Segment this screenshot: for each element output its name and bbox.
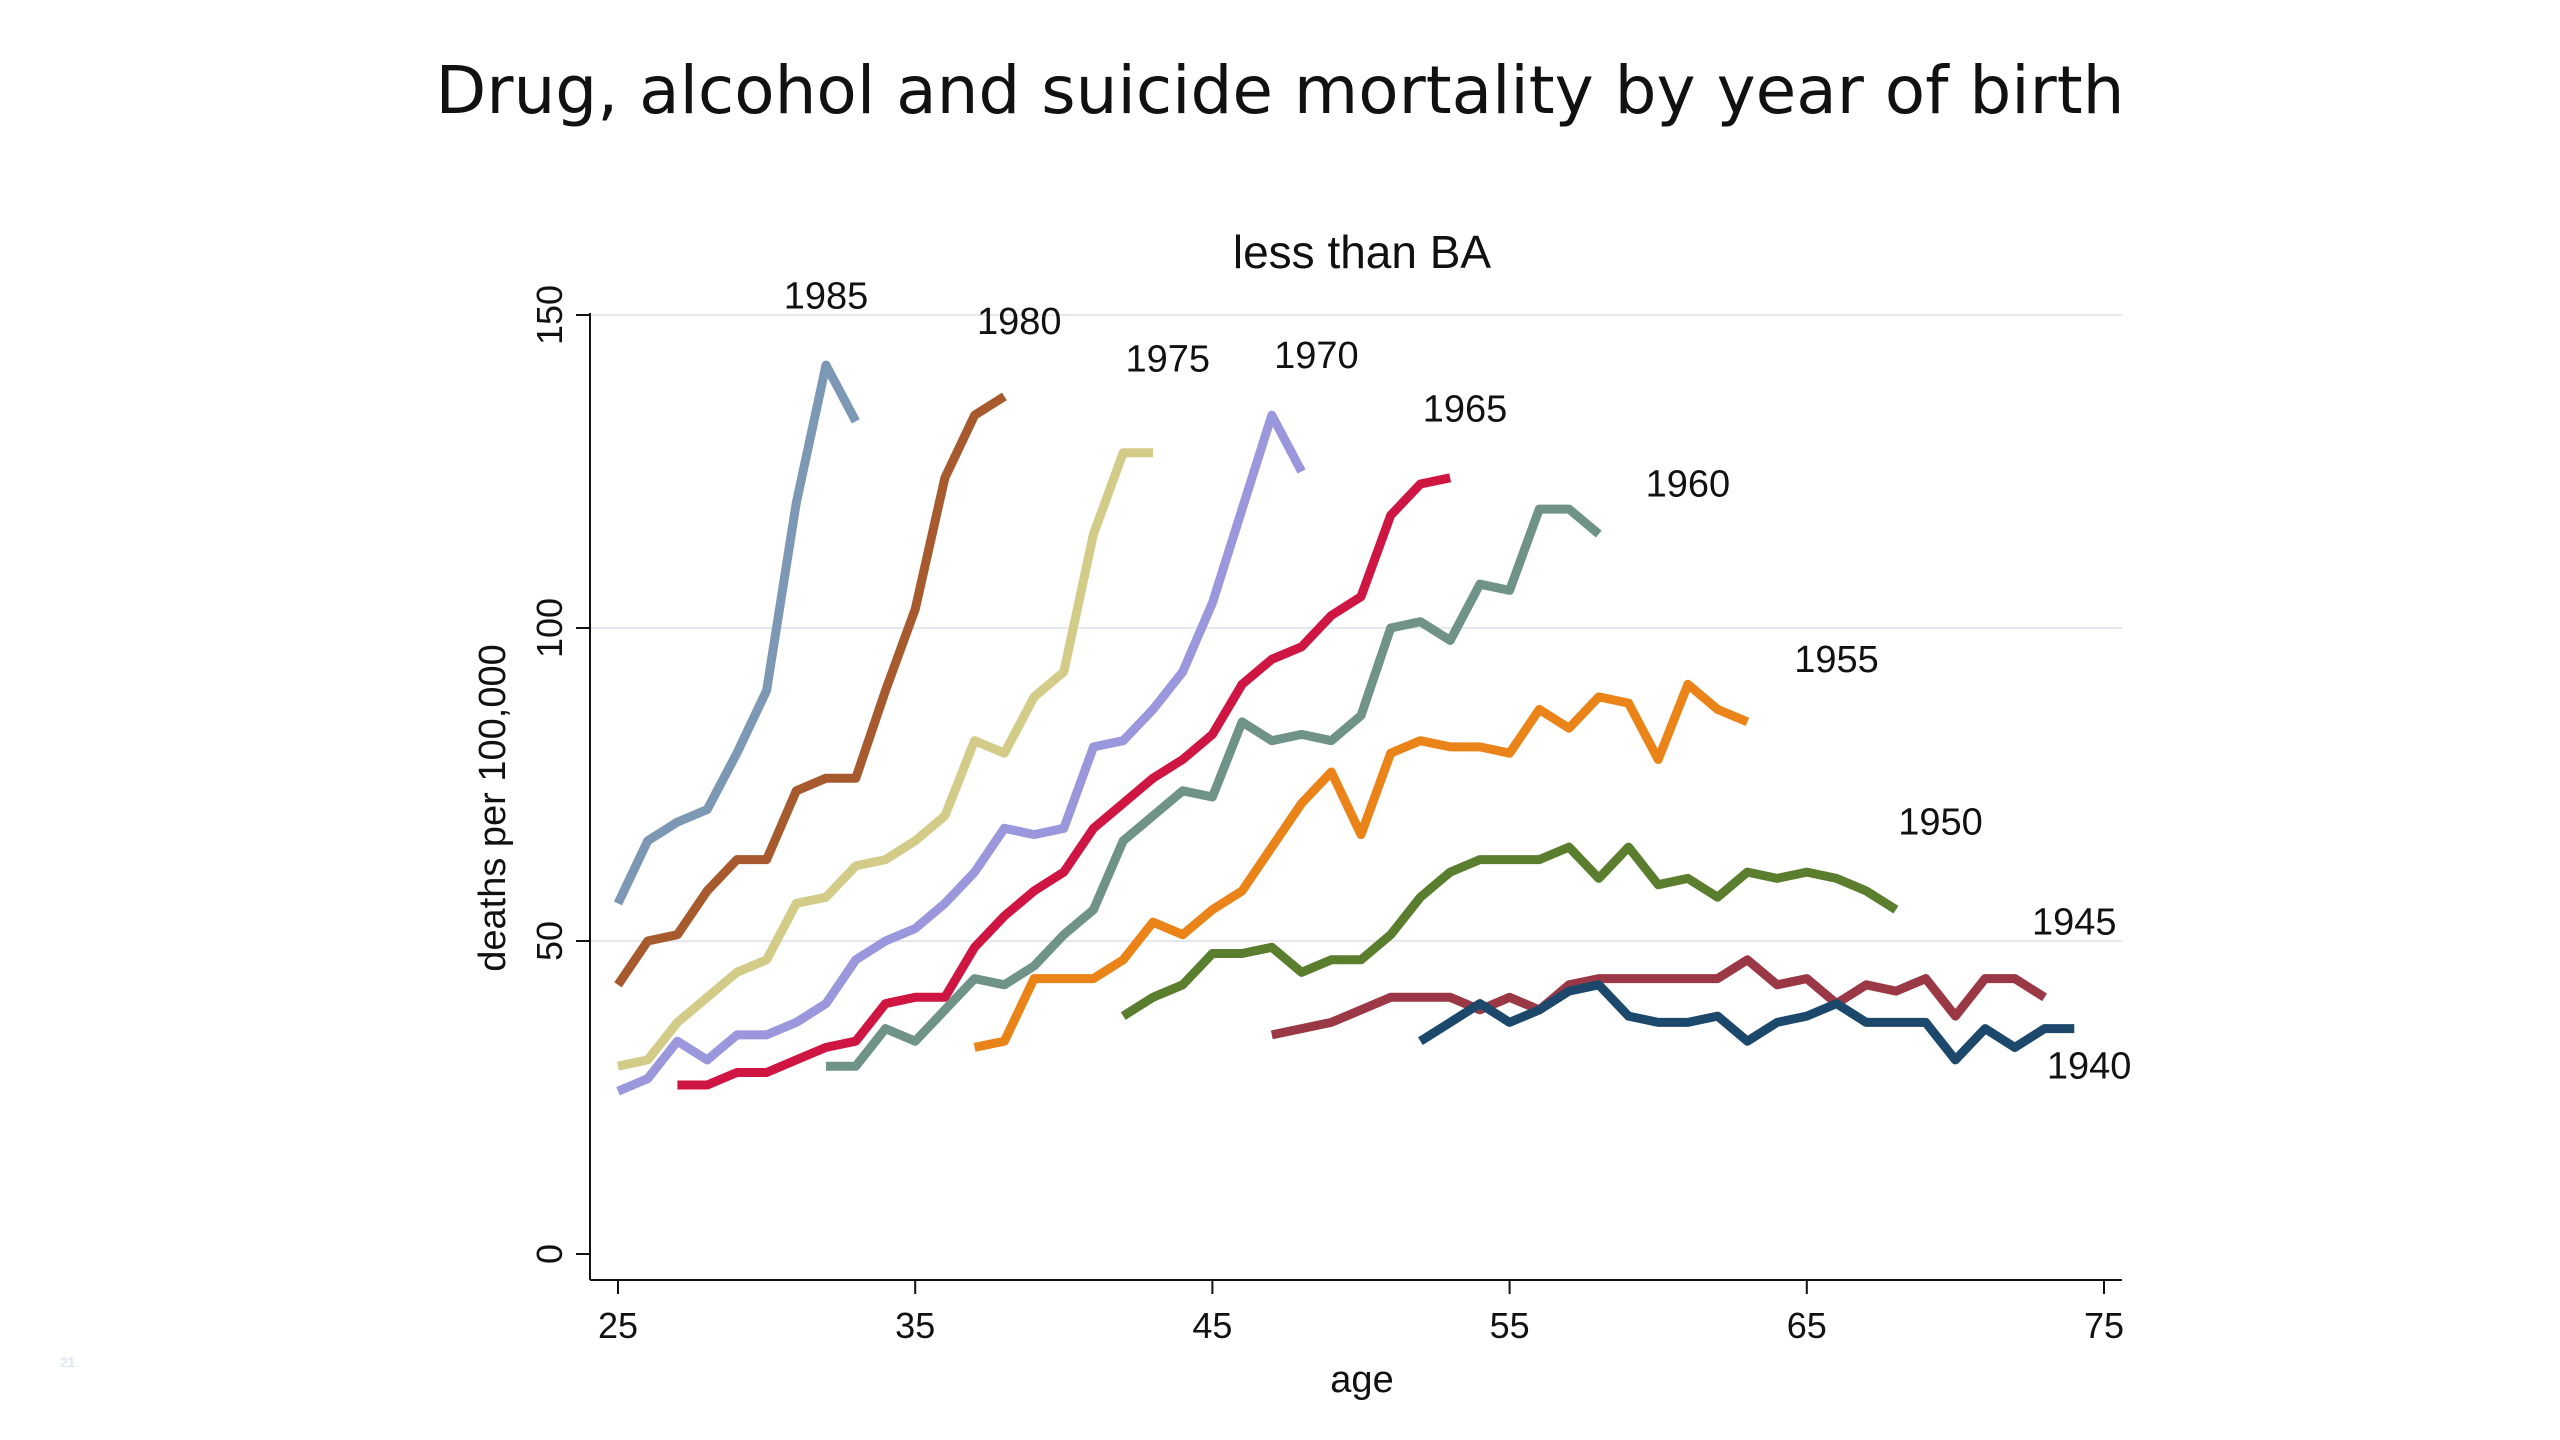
series-label-1955: 1955 [1794, 639, 1879, 681]
series-line-1980 [614, 392, 1007, 988]
y-axis-title: deaths per 100,000 [472, 644, 514, 972]
chart-subtitle: less than BA [1233, 226, 1492, 278]
series-label-1980: 1980 [977, 301, 1062, 343]
series-lines [613, 360, 2075, 1096]
series-label-1985: 1985 [784, 276, 869, 318]
series-line-1940 [1417, 980, 2075, 1065]
series-label-1970: 1970 [1274, 335, 1359, 377]
y-tick-label: 150 [529, 285, 570, 345]
series-line-1975 [617, 448, 1153, 1071]
x-tick-label: 75 [2084, 1305, 2124, 1346]
series-line-1945 [1270, 955, 2047, 1040]
series-label-1950: 1950 [1898, 802, 1983, 844]
x-tick-label: 45 [1192, 1305, 1232, 1346]
x-tick-label: 65 [1787, 1305, 1827, 1346]
grid-lines [590, 314, 2122, 942]
series-label-1975: 1975 [1126, 338, 1211, 380]
slide-number: 21 [60, 1354, 76, 1370]
series-line-1960 [826, 504, 1602, 1071]
series-label-1965: 1965 [1423, 388, 1508, 430]
y-tick-label: 100 [529, 598, 570, 658]
series-label-1945: 1945 [2032, 902, 2117, 944]
series-line-1950 [1120, 842, 1899, 1020]
x-tick-label: 25 [598, 1305, 638, 1346]
series-label-1960: 1960 [1646, 464, 1731, 506]
y-tick-label: 50 [529, 921, 570, 961]
series-line-1965 [677, 473, 1452, 1090]
x-axis-title: age [1330, 1359, 1393, 1401]
x-tick-label: 35 [895, 1305, 935, 1346]
series-line-1985 [613, 360, 860, 906]
series-line-1955 [973, 679, 1750, 1052]
axes: 0 50 100 150 25 35 45 55 65 75 [529, 285, 2124, 1346]
series-label-1940: 1940 [2047, 1046, 2132, 1088]
x-tick-label: 55 [1490, 1305, 1530, 1346]
slide-title: Drug, alcohol and suicide mortality by y… [435, 52, 2125, 129]
series-labels: 1985 1980 1975 1970 1965 1960 1955 1950 1945 1940 [784, 276, 2132, 1088]
series-line-1970 [616, 410, 1306, 1096]
y-tick-label: 0 [529, 1244, 570, 1264]
